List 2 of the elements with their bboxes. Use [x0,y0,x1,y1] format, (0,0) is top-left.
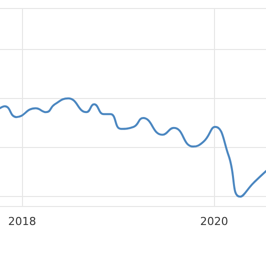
x-tick-label: 2018 [8,215,36,228]
x-tick-label: 2020 [200,215,228,228]
